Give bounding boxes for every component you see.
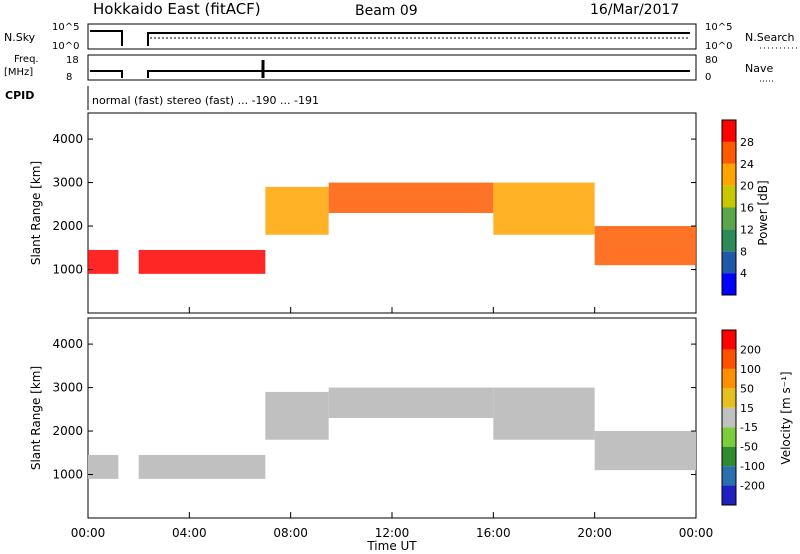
freq-tick-bottom: 8 xyxy=(66,72,72,83)
colorbar-swatch xyxy=(722,466,736,486)
colorbar-swatch xyxy=(722,120,736,142)
data-gap xyxy=(118,319,139,517)
velocity-colorbar-tick: -200 xyxy=(740,480,765,493)
station-title: Hokkaido East (fitACF) xyxy=(93,0,261,18)
cpid-text: normal (fast) stereo (fast) ... -190 ...… xyxy=(92,94,319,107)
power-colorbar-tick: 16 xyxy=(740,202,754,215)
velocity-band xyxy=(88,454,266,479)
power-band xyxy=(328,182,494,213)
power-band xyxy=(594,226,696,266)
velocity-band xyxy=(594,431,696,471)
y-tick-label: 2000 xyxy=(52,219,83,233)
velocity-yticks: 1000 2000 3000 4000 xyxy=(52,337,696,482)
x-tick-label: 08:00 xyxy=(273,526,308,540)
colorbar-swatch xyxy=(722,368,736,389)
date-title: 16/Mar/2017 xyxy=(590,2,679,18)
freq-tick-top: 18 xyxy=(66,55,79,66)
nsearch-label: N.Search xyxy=(745,31,795,44)
nave-label: Nave xyxy=(745,62,773,75)
velocity-colorbar-tick: -50 xyxy=(740,441,758,454)
cpid-label: CPID xyxy=(5,89,34,102)
power-ylabel: Slant Range [km] xyxy=(29,161,43,265)
power-colorbar-label: Power [dB] xyxy=(756,180,770,245)
power-band xyxy=(88,249,266,274)
power-band xyxy=(265,186,329,235)
power-yticks: 1000 2000 3000 4000 xyxy=(52,132,696,277)
colorbar-frame xyxy=(721,329,737,506)
freq-unit: [MHz] xyxy=(4,67,33,78)
velocity-band xyxy=(493,387,595,440)
power-band xyxy=(493,182,595,235)
x-tick-label: 12:00 xyxy=(375,526,410,540)
colorbar-swatch xyxy=(722,207,736,230)
freq-label: Freq. xyxy=(14,54,39,65)
colorbar-swatch xyxy=(722,185,736,208)
colorbar-swatch xyxy=(722,407,736,428)
power-panel-data xyxy=(88,114,696,312)
velocity-panel-data xyxy=(88,319,696,517)
x-axis-ticks: 00:00 04:00 08:00 12:00 16:00 20:00 00:00 xyxy=(71,307,714,540)
x-tick-label: 04:00 xyxy=(172,526,207,540)
colorbar-frame xyxy=(721,119,737,296)
velocity-colorbar-tick: 50 xyxy=(740,382,754,395)
power-colorbar-tick: 12 xyxy=(740,223,754,236)
nsky-tick-top: 10^5 xyxy=(52,22,79,33)
velocity-colorbar-tick: -15 xyxy=(740,421,758,434)
y-tick-label: 1000 xyxy=(52,468,83,482)
y-tick-label: 2000 xyxy=(52,424,83,438)
power-colorbar-tick: 4 xyxy=(740,267,747,280)
colorbar-swatch xyxy=(722,229,736,252)
y-tick-label: 3000 xyxy=(52,381,83,395)
nsky-strip-frame xyxy=(87,23,697,50)
power-colorbar-tick: 20 xyxy=(740,180,754,193)
velocity-ylabel: Slant Range [km] xyxy=(29,366,43,470)
nave-tick-bottom: 0 xyxy=(705,72,711,83)
colorbar-swatch xyxy=(722,427,736,447)
velocity-band xyxy=(328,387,494,418)
velocity-colorbar-tick: 100 xyxy=(740,363,761,376)
colorbar-swatch xyxy=(722,273,736,295)
colorbar-swatch xyxy=(722,251,736,274)
x-tick-label: 00:00 xyxy=(679,526,714,540)
nsearch-tick-bottom: 10^0 xyxy=(705,41,732,52)
colorbar-swatch xyxy=(722,388,736,408)
y-tick-label: 1000 xyxy=(52,263,83,277)
colorbar-swatch xyxy=(722,141,736,164)
nsky-tick-bottom: 10^0 xyxy=(52,41,79,52)
power-colorbar-tick: 24 xyxy=(740,158,754,171)
freq-trace xyxy=(90,70,690,78)
power-colorbar: 4 8 12 16 20 24 28 xyxy=(721,119,754,296)
data-gap xyxy=(118,114,139,312)
y-tick-label: 4000 xyxy=(52,132,83,146)
y-tick-label: 4000 xyxy=(52,337,83,351)
velocity-colorbar-tick: 200 xyxy=(740,343,761,356)
velocity-colorbar-label: Velocity [m s⁻¹] xyxy=(779,371,793,464)
colorbar-swatch xyxy=(722,163,736,186)
velocity-band xyxy=(265,391,329,440)
x-tick-label: 00:00 xyxy=(71,526,106,540)
nave-tick-top: 80 xyxy=(705,55,718,66)
colorbar-swatch xyxy=(722,349,736,369)
nsky-label: N.Sky xyxy=(4,31,36,44)
nsearch-tick-top: 10^5 xyxy=(705,22,732,33)
colorbar-swatch xyxy=(722,330,736,350)
nsky-trace xyxy=(90,30,690,46)
colorbar-swatch xyxy=(722,485,736,505)
power-colorbar-tick: 28 xyxy=(740,136,754,149)
colorbar-swatch xyxy=(722,446,736,467)
x-tick-label: 20:00 xyxy=(577,526,612,540)
power-colorbar-tick: 8 xyxy=(740,245,747,258)
beam-title: Beam 09 xyxy=(355,3,418,19)
x-tick-label: 16:00 xyxy=(476,526,511,540)
velocity-colorbar-tick: 15 xyxy=(740,402,754,415)
freq-strip-frame xyxy=(87,54,697,81)
velocity-colorbar-tick: -100 xyxy=(740,460,765,473)
y-tick-label: 3000 xyxy=(52,176,83,190)
velocity-colorbar: 200 100 50 15 -15 -50 -100 -200 xyxy=(721,329,765,506)
x-axis-label: Time UT xyxy=(366,539,417,553)
